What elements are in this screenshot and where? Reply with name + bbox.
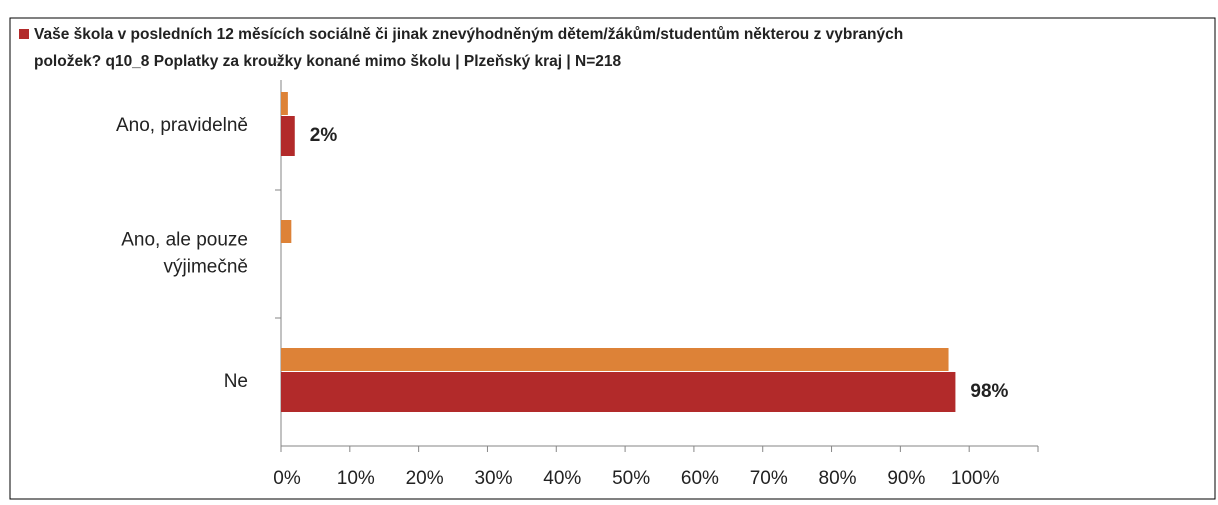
legend-label: položek? q10_8 Poplatky za kroužky konan… [34, 53, 622, 70]
x-tick-label: 30% [474, 468, 512, 489]
frame [9, 17, 1216, 500]
y-tick-label: Ano, ale pouze [121, 230, 248, 251]
x-tick-label: 100% [951, 468, 1000, 489]
legend-swatch [19, 29, 29, 39]
legend-label: Vaše škola v posledních 12 měsících soci… [34, 26, 903, 43]
bar [281, 92, 288, 115]
bar [281, 348, 949, 371]
bar [281, 372, 956, 412]
x-tick-label: 20% [406, 468, 444, 489]
bar [281, 220, 292, 243]
x-tick-label: 50% [612, 468, 650, 489]
x-tick-label: 60% [681, 468, 719, 489]
x-tick-label: 10% [337, 468, 375, 489]
data-label: 98% [970, 381, 1008, 402]
x-tick-label: 70% [750, 468, 788, 489]
x-tick-label: 80% [819, 468, 857, 489]
x-tick-label: 90% [887, 468, 925, 489]
x-tick-label: 40% [543, 468, 581, 489]
y-tick-label: Ano, pravidelně [116, 115, 248, 136]
bar [281, 116, 295, 156]
data-label: 2% [310, 125, 338, 146]
x-tick-label: 0% [273, 468, 301, 489]
y-tick-label: výjimečně [164, 257, 248, 278]
y-tick-label: Ne [224, 371, 248, 392]
